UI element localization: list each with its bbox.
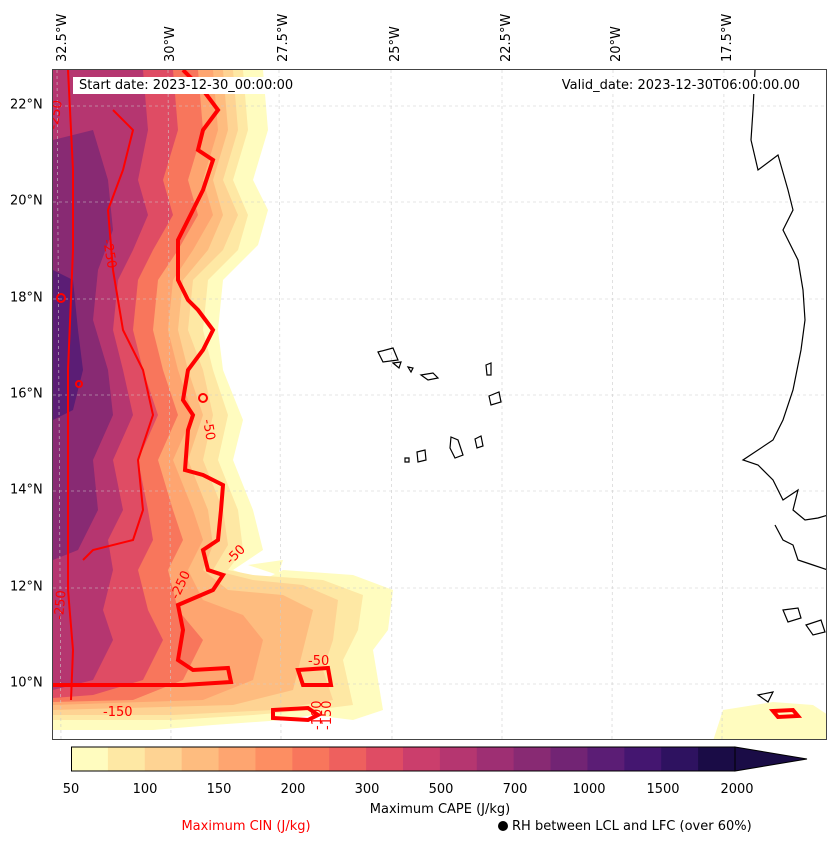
coastline-africa	[741, 70, 826, 521]
coastline-cv-sal	[485, 362, 492, 376]
colorbar-cells	[71, 747, 736, 771]
cin-contour-east	[768, 707, 803, 720]
cb-tick-1500: 1500	[646, 782, 680, 797]
cin-legend-label: Maximum CIN (J/kg)	[181, 819, 311, 834]
cin-contour-150	[67, 70, 75, 701]
lon-label-30w: 30°W	[163, 26, 178, 62]
lat-label-20n: 20°N	[10, 193, 43, 209]
cb-tick-2000: 2000	[720, 782, 754, 797]
cin-contour-south	[271, 705, 322, 723]
coastline-island-1	[782, 607, 802, 623]
coastline-cv-boavista	[488, 391, 502, 406]
colorbar-cell	[513, 747, 552, 771]
cin-label-3: -250	[53, 590, 70, 621]
rh-dot-icon	[498, 821, 508, 831]
cb-tick-50: 50	[62, 782, 80, 797]
cin-contours	[53, 70, 803, 723]
colorbar-cell	[71, 747, 109, 771]
cape-patches	[248, 560, 826, 739]
cb-tick-700: 700	[502, 782, 528, 797]
colorbar-cell	[107, 747, 146, 771]
colorbar-cell	[218, 747, 256, 771]
colorbar-cell	[181, 747, 220, 771]
cin-label-8: -150	[103, 705, 133, 720]
coastline-cv-santiago	[449, 436, 464, 459]
cin-contour-250	[82, 109, 155, 561]
coastline-cv-sao-vicente	[391, 361, 402, 370]
colorbar-cell	[403, 747, 441, 771]
lon-label-22-5w: 22.5°W	[499, 13, 514, 62]
rh-legend: RH between LCL and LFC (over 60%)	[498, 819, 752, 834]
cape-fill	[53, 70, 393, 730]
valid-date-label: Valid_date: 2023-12-30T06:00:00.00	[555, 77, 806, 94]
coastlines	[377, 70, 826, 703]
cin-label-2: -250	[99, 238, 119, 270]
lat-label-14n: 14°N	[10, 482, 43, 498]
map-panel: -250 -250 -250 -250 -50 -50 -50 -150 -10…	[52, 69, 827, 740]
rh-legend-label: RH between LCL and LFC (over 60%)	[512, 819, 752, 834]
cb-tick-150: 150	[206, 782, 232, 797]
cb-tick-100: 100	[132, 782, 158, 797]
colorbar-frame	[71, 746, 736, 772]
coastline-cv-santo-antao	[377, 347, 399, 363]
colorbar-cell	[439, 747, 478, 771]
coastline-cv-fogo	[416, 449, 427, 463]
colorbar-cell	[292, 747, 330, 771]
cb-tick-300: 300	[354, 782, 380, 797]
coastline-cv-santa-luzia	[406, 366, 414, 374]
lon-label-25w: 25°W	[388, 26, 403, 62]
colorbar-extend-arrow	[734, 746, 808, 772]
cin-contour-south-50	[295, 665, 334, 687]
cape-patch-east	[713, 702, 826, 739]
colorbar-cell	[661, 747, 699, 771]
colorbar-cell	[329, 747, 367, 771]
colorbar-cell	[587, 747, 625, 771]
cape-patch-mid	[248, 560, 283, 575]
cape-colorbar	[71, 746, 808, 772]
cin-contour-ring-3	[198, 393, 208, 403]
map-canvas: -250 -250 -250 -250 -50 -50 -50 -150 -10…	[53, 70, 826, 739]
colorbar-cell	[476, 747, 515, 771]
gridlines	[53, 70, 826, 739]
lon-label-17-5w: 17.5°W	[720, 13, 735, 62]
coastline-cv-brava	[404, 457, 410, 463]
cin-label-5: -50	[199, 418, 217, 442]
lat-label-18n: 18°N	[10, 290, 43, 306]
lon-label-32-5w: 32.5°W	[55, 13, 70, 62]
colorbar-cell	[698, 747, 736, 771]
cin-contour-ring-1	[56, 293, 66, 303]
cb-tick-500: 500	[428, 782, 454, 797]
start-date-label: Start date: 2023-12-30_00:00:00	[73, 77, 300, 94]
lon-label-27-5w: 27.5°W	[276, 13, 291, 62]
cin-label-10: -150	[320, 700, 335, 730]
colorbar-cell	[255, 747, 293, 771]
cin-contour-ring-2	[75, 380, 83, 388]
coastline-bijagos	[756, 691, 775, 703]
cb-tick-1000: 1000	[572, 782, 606, 797]
lat-label-10n: 10°N	[10, 675, 43, 691]
coastline-cv-sao-nicolau	[419, 372, 440, 381]
colorbar-cell	[550, 747, 588, 771]
coastline-cv-maio	[474, 435, 484, 449]
cin-label-9: -100	[310, 700, 325, 730]
cin-contour-thick	[53, 70, 234, 687]
cin-label-7: -50	[308, 654, 329, 669]
colorbar-cell	[144, 747, 183, 771]
lat-label-16n: 16°N	[10, 386, 43, 402]
colorbar-cell	[366, 747, 404, 771]
cb-tick-200: 200	[280, 782, 306, 797]
colorbar-cell	[624, 747, 662, 771]
lon-label-20w: 20°W	[609, 26, 624, 62]
coastline-island-2	[805, 619, 826, 636]
lat-label-12n: 12°N	[10, 579, 43, 595]
coastline-africa-south	[774, 524, 826, 570]
cape-axis-label: Maximum CAPE (J/kg)	[369, 802, 511, 817]
lat-label-22n: 22°N	[10, 97, 43, 113]
